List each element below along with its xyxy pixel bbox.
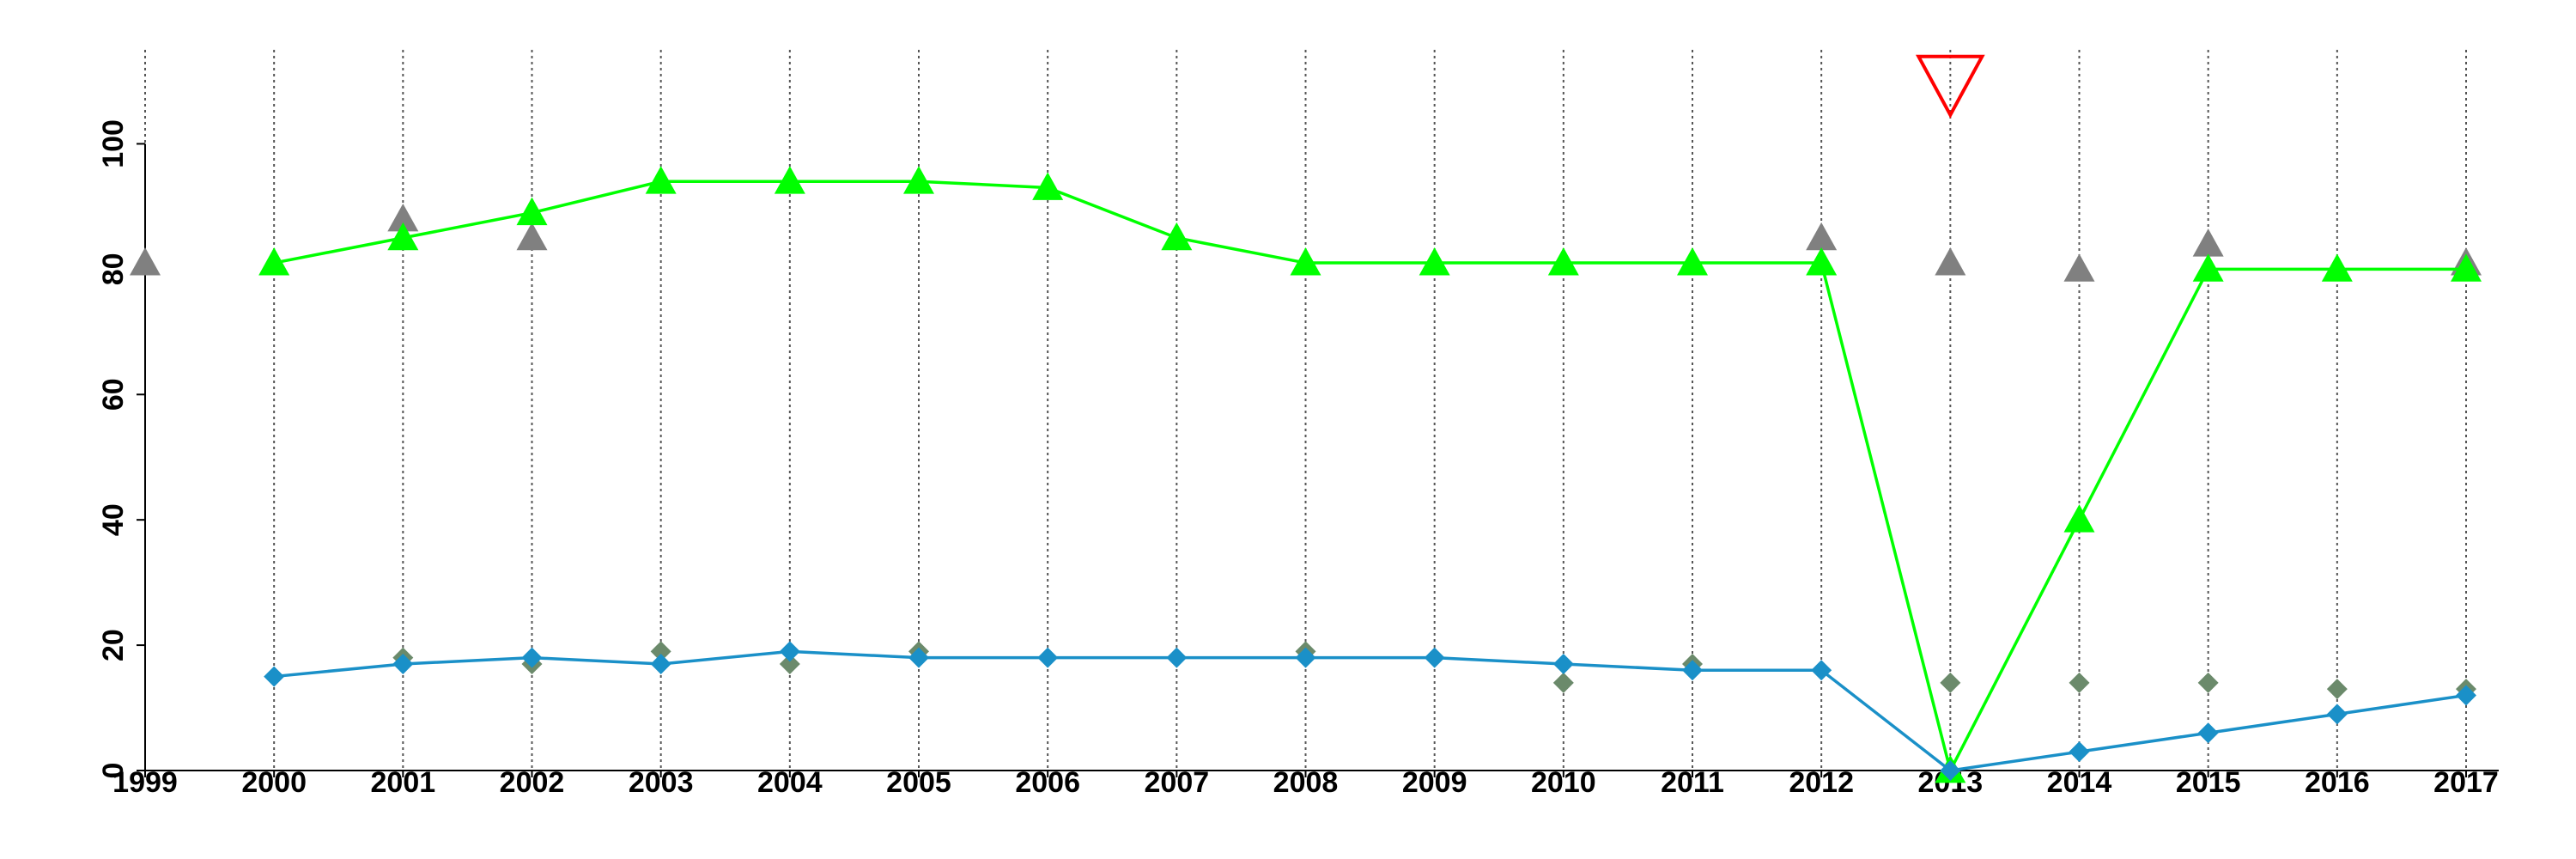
triangle-marker — [258, 247, 290, 276]
x-tick-label: 2005 — [886, 766, 951, 799]
series-line — [273, 180, 2466, 775]
x-tick-label: 2006 — [1015, 766, 1080, 799]
diamond-marker — [1682, 660, 1703, 681]
triangle-marker — [2192, 228, 2224, 257]
diamond-marker — [264, 666, 285, 687]
x-tick-label: 2008 — [1273, 766, 1339, 799]
triangle-marker — [645, 166, 677, 194]
triangle-marker — [1806, 247, 1838, 276]
x-tick-label: 2010 — [1531, 766, 1596, 799]
triangle-marker — [1935, 247, 1966, 276]
triangle-marker — [516, 197, 548, 226]
x-tick-label: 2000 — [241, 766, 307, 799]
y-tick-label: 80 — [97, 253, 130, 285]
triangle-marker — [2063, 504, 2095, 533]
y-tick-label: 60 — [97, 378, 130, 411]
triangle-marker — [1677, 247, 1708, 276]
diamond-marker — [392, 653, 414, 674]
x-tick-label: 2001 — [371, 766, 436, 799]
diamond-marker — [1424, 647, 1445, 668]
diamond-marker — [779, 653, 800, 674]
x-tick-label: 2014 — [2047, 766, 2112, 799]
triangle-marker — [903, 166, 934, 194]
diamond-marker — [2326, 704, 2348, 725]
y-tick-label: 0 — [97, 763, 130, 779]
diamond-marker — [2069, 741, 2090, 763]
x-tick-label: 2017 — [2433, 766, 2499, 799]
x-tick-label: 2016 — [2305, 766, 2370, 799]
y-tick-label: 100 — [97, 119, 130, 168]
triangle-marker — [2321, 253, 2353, 282]
inverted-triangle-marker — [1915, 54, 1985, 119]
x-tick-label: 2009 — [1402, 766, 1467, 799]
diamond-marker — [2197, 722, 2219, 744]
diamond-marker — [650, 653, 671, 674]
x-tick-label: 2002 — [500, 766, 565, 799]
diamond-marker — [1552, 672, 1574, 693]
x-tick-label: 2007 — [1145, 766, 1210, 799]
triangle-marker — [1806, 222, 1838, 251]
diamond-marker — [521, 647, 543, 668]
diamond-marker — [1295, 647, 1316, 668]
series-line — [273, 649, 2467, 772]
triangle-marker — [1290, 247, 1321, 276]
diamond-marker — [1940, 760, 1961, 781]
diamond-marker — [1166, 647, 1188, 668]
x-tick-label: 2012 — [1789, 766, 1854, 799]
triangle-marker — [387, 203, 419, 232]
triangle-marker — [130, 247, 161, 276]
diamond-marker — [2197, 672, 2219, 693]
triangle-marker — [2063, 253, 2095, 282]
triangle-marker — [516, 222, 548, 251]
diamond-marker — [650, 641, 671, 662]
x-tick-label: 2011 — [1661, 766, 1724, 799]
y-tick-label: 20 — [97, 629, 130, 661]
diamond-marker — [2069, 672, 2090, 693]
diamond-marker — [1037, 647, 1059, 668]
x-tick-label: 2003 — [629, 766, 694, 799]
y-tick-label: 40 — [97, 503, 130, 536]
diamond-marker — [2326, 679, 2348, 700]
diamond-marker — [908, 647, 929, 668]
triangle-marker — [1032, 172, 1064, 200]
x-tick-label: 1999 — [112, 766, 178, 799]
triangle-marker — [387, 222, 419, 251]
diamond-marker — [779, 641, 800, 662]
diamond-marker — [1811, 660, 1832, 681]
diamond-marker — [1940, 672, 1961, 693]
x-tick-label: 2004 — [757, 766, 823, 799]
triangle-marker — [1547, 247, 1579, 276]
diamond-marker — [1552, 653, 1574, 674]
triangle-marker — [1161, 222, 1193, 251]
triangle-marker — [2451, 253, 2482, 282]
triangle-marker — [1419, 247, 1450, 276]
triangle-marker — [2192, 253, 2224, 282]
diamond-marker — [2456, 685, 2476, 706]
x-tick-label: 2015 — [2176, 766, 2241, 799]
triangle-marker — [774, 166, 805, 194]
